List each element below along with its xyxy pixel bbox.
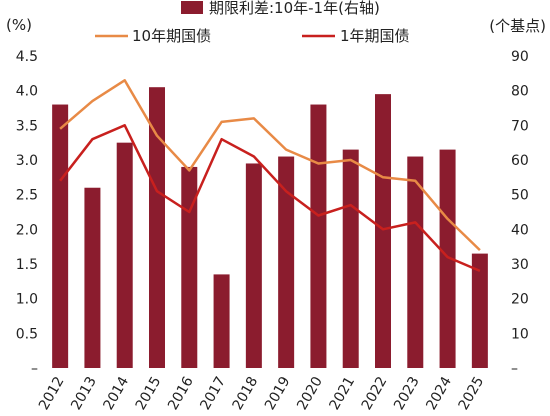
bar: [52, 104, 69, 369]
x-tick-label: 2021: [327, 374, 359, 413]
bar: [213, 274, 230, 368]
left-tick-label: 3.5: [16, 118, 38, 134]
bar: [342, 149, 359, 368]
bar: [407, 156, 424, 368]
x-tick-label: 2022: [359, 374, 391, 413]
x-tick-label: 2013: [68, 374, 100, 413]
left-tick-label: 4.0: [16, 84, 38, 100]
right-tick-label: 10: [511, 326, 529, 342]
x-tick-label: 2012: [36, 374, 68, 413]
x-tick-label: 2017: [197, 374, 229, 413]
right-tick-label: 90: [511, 49, 529, 65]
left-axis-ticks: – 0.5 1.0 1.5 2.0 2.5 3.0 3.5 4.0 4.5: [16, 49, 38, 377]
x-tick-label: 2024: [423, 374, 455, 413]
left-tick-label: 2.5: [16, 188, 38, 204]
bar: [439, 149, 456, 368]
legend-label-spread: 期限利差:10年-1年(右轴): [209, 0, 380, 17]
x-tick-label: 2015: [133, 374, 165, 413]
bar: [84, 187, 101, 368]
bar: [471, 253, 488, 368]
right-tick-label: 80: [511, 84, 529, 100]
legend-swatch-spread: [181, 1, 203, 14]
bar: [181, 166, 198, 368]
x-tick-label: 2020: [294, 374, 326, 413]
right-tick-label: 50: [511, 188, 529, 204]
right-axis-ticks: – 10 20 30 40 50 60 70 80 90: [511, 49, 529, 377]
right-tick-label: 20: [511, 292, 529, 308]
left-tick-label: 2.0: [16, 222, 38, 238]
legend-label-10y: 10年期国债: [132, 27, 211, 45]
legend-label-1y: 1年期国债: [340, 27, 410, 45]
right-tick-label: –: [511, 361, 518, 377]
right-tick-label: 40: [511, 222, 529, 238]
line-10y: [59, 79, 481, 251]
left-axis-unit: (%): [6, 16, 32, 34]
right-axis-unit: (个基点): [489, 17, 546, 35]
x-axis-ticks: 2012 2013 2014 2015 2016 2017 2018 2019 2020 2021…: [36, 374, 487, 413]
left-tick-label: 0.5: [16, 326, 38, 342]
bar: [149, 87, 165, 368]
bar: [310, 104, 327, 369]
right-tick-label: 30: [511, 257, 529, 273]
left-tick-label: 1.5: [16, 257, 38, 273]
x-tick-label: 2019: [262, 374, 294, 413]
bar-series: [52, 87, 488, 369]
bar: [278, 156, 295, 368]
line-series: [59, 79, 481, 273]
legend: 期限利差:10年-1年(右轴) 10年期国债 1年期国债: [95, 0, 410, 45]
right-tick-label: 70: [511, 118, 529, 134]
x-tick-label: 2023: [391, 374, 423, 413]
line-1y: [59, 124, 481, 273]
right-tick-label: 60: [511, 153, 529, 169]
x-tick-label: 2025: [456, 374, 488, 413]
left-tick-label: 1.0: [16, 292, 38, 308]
left-tick-label: –: [31, 361, 38, 377]
x-tick-label: 2014: [101, 374, 133, 413]
left-tick-label: 4.5: [16, 49, 38, 65]
x-tick-label: 2018: [230, 374, 262, 413]
bar: [116, 142, 133, 368]
bar: [375, 94, 391, 368]
x-tick-label: 2016: [165, 374, 197, 413]
left-tick-label: 3.0: [16, 153, 38, 169]
bar: [245, 163, 262, 368]
